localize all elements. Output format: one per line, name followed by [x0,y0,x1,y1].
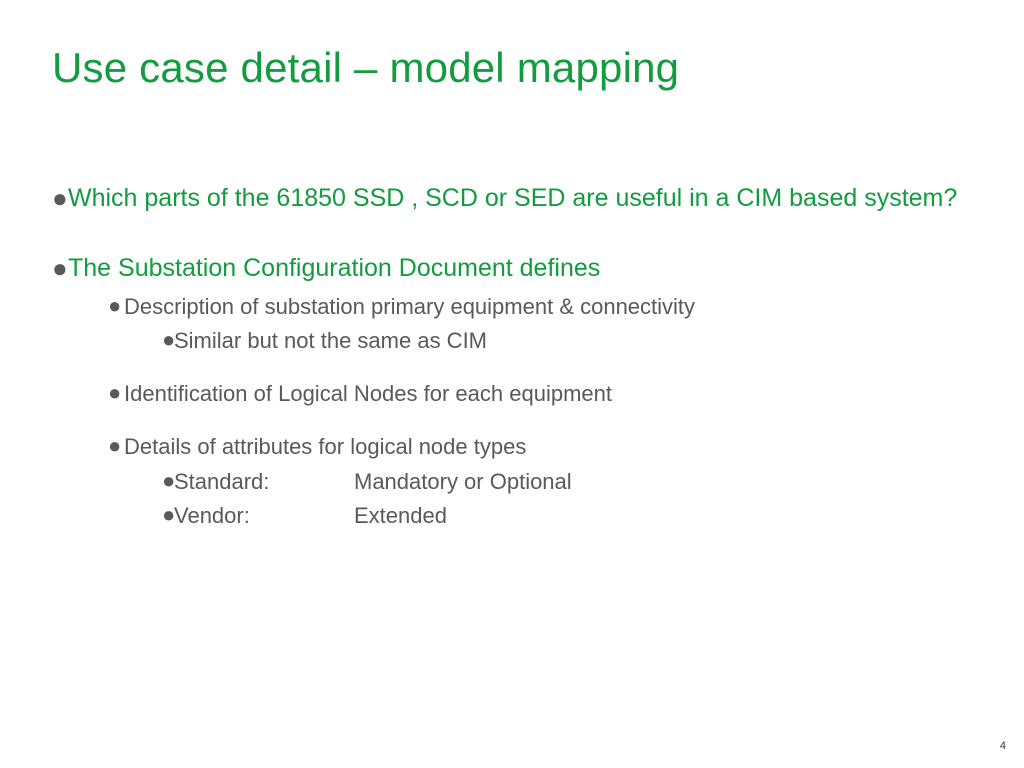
bullet-text: Similar but not the same as CIM [174,326,972,357]
bullet-level2: ● Details of attributes for logical node… [108,432,972,463]
bullet-text: Description of substation primary equipm… [122,292,972,323]
bullet-icon: ● [162,467,174,496]
bullet-text: Details of attributes for logical node t… [122,432,972,463]
bullet-icon: ● [108,432,122,461]
bullet-icon: ● [52,182,66,215]
page-number: 4 [1000,740,1006,752]
bullet-icon: ● [108,379,122,408]
bullet-level3: ● Similar but not the same as CIM [162,326,972,357]
bullet-level1: ● The Substation Configuration Document … [52,252,972,286]
bullet-text: Which parts of the 61850 SSD , SCD or SE… [66,182,972,216]
slide-content: ● Which parts of the 61850 SSD , SCD or … [52,182,972,532]
bullet-text: Standard:Mandatory or Optional [174,467,972,498]
slide-title: Use case detail – model mapping [52,44,972,92]
bullet-level2: ● Identification of Logical Nodes for ea… [108,379,972,410]
bullet-level1: ● Which parts of the 61850 SSD , SCD or … [52,182,972,216]
bullet-level3: ● Vendor:Extended [162,501,972,532]
attr-value: Mandatory or Optional [354,469,572,494]
attr-label: Standard: [174,467,354,498]
bullet-icon: ● [108,292,122,321]
bullet-level3: ● Standard:Mandatory or Optional [162,467,972,498]
bullet-text: The Substation Configuration Document de… [66,252,972,286]
attr-value: Extended [354,503,447,528]
bullet-level2: ● Description of substation primary equi… [108,292,972,323]
bullet-text: Identification of Logical Nodes for each… [122,379,972,410]
attr-label: Vendor: [174,501,354,532]
bullet-icon: ● [162,326,174,355]
bullet-icon: ● [162,501,174,530]
slide: Use case detail – model mapping ● Which … [0,0,1024,768]
bullet-text: Vendor:Extended [174,501,972,532]
bullet-icon: ● [52,252,66,285]
